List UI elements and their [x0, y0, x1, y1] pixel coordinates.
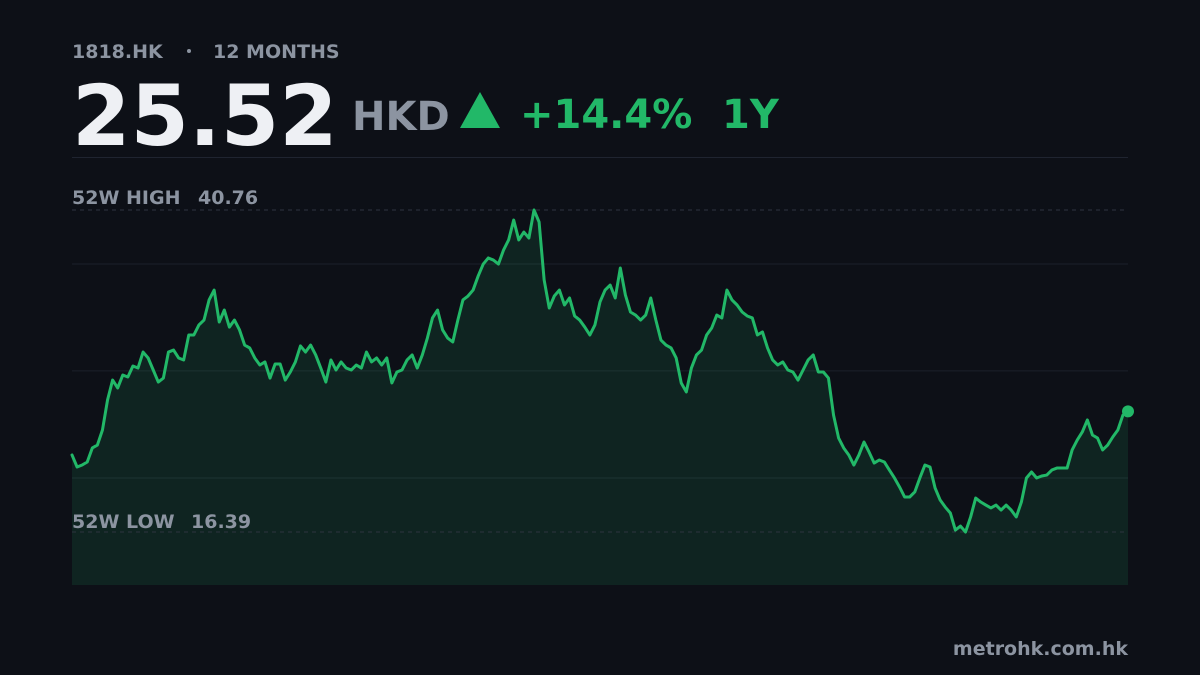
price: 25.52 — [72, 67, 338, 165]
price-line — [70, 208, 1130, 534]
ticker: 1818.HK — [72, 41, 164, 63]
range: 1Y — [722, 92, 780, 138]
change: +14.4% — [520, 92, 692, 138]
up-arrow — [460, 92, 500, 128]
source: metrohk.com.hk — [953, 638, 1128, 660]
high-label: 52W HIGH — [72, 187, 180, 209]
period: 12 MONTHS — [213, 41, 340, 63]
separator-dot — [187, 49, 191, 53]
high-value: 40.76 — [198, 187, 258, 209]
area — [72, 209, 1128, 586]
low-value: 16.39 — [191, 511, 251, 533]
last-point — [1122, 405, 1134, 418]
currency: HKD — [352, 94, 450, 140]
low-label: 52W LOW — [72, 511, 175, 533]
plot: 52W HIGH 40.76 52W LOW 16.39 — [70, 187, 1134, 586]
